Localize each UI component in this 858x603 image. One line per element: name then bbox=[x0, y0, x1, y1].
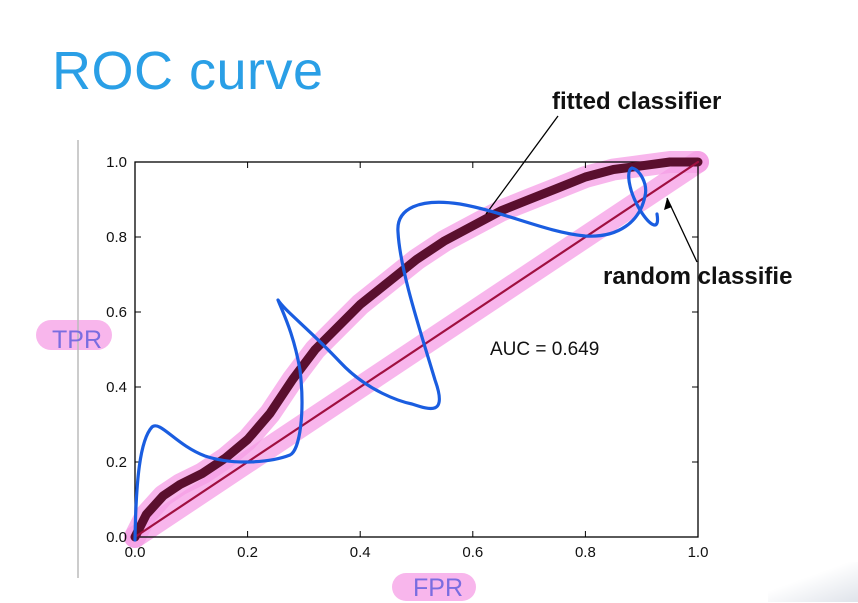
random-classifier-label: random classifie bbox=[603, 263, 793, 290]
x-axis-label: FPR bbox=[413, 574, 463, 602]
series-layer bbox=[130, 157, 703, 542]
x-tick-label: 0.8 bbox=[575, 544, 596, 561]
ylabel-highlight bbox=[36, 320, 112, 350]
x-tick-label: 0.4 bbox=[350, 544, 371, 561]
auc-label: AUC = 0.649 bbox=[490, 339, 600, 360]
random-arrow bbox=[666, 197, 698, 263]
fitted-classifier-line bbox=[130, 157, 703, 542]
y-axis-label: TPR bbox=[52, 326, 102, 354]
axis-ticks: 0.0 0.2 0.4 0.6 0.8 1.0 0.0 0.2 0.4 0.6 0.8 1.0 bbox=[106, 154, 708, 561]
y-tick-label: 1.0 bbox=[106, 154, 127, 171]
x-tick-label: 1.0 bbox=[688, 544, 709, 561]
plot-frame bbox=[134, 161, 699, 538]
x-tick-label: 0.0 bbox=[125, 544, 146, 561]
y-tick-label: 0.4 bbox=[106, 379, 127, 396]
y-tick-label: 0.0 bbox=[106, 529, 127, 546]
y-tick-label: 0.2 bbox=[106, 454, 127, 471]
corner-shadow bbox=[768, 562, 858, 602]
fitted-classifier-label: fitted classifier bbox=[552, 88, 722, 115]
x-tick-label: 0.6 bbox=[462, 544, 483, 561]
random-classifier-line bbox=[133, 160, 700, 539]
fitted-arrow bbox=[485, 115, 559, 215]
slide-title: ROC curve bbox=[52, 41, 324, 101]
x-tick-label: 0.2 bbox=[237, 544, 258, 561]
pen-scribble bbox=[133, 166, 660, 542]
y-tick-label: 0.6 bbox=[106, 304, 127, 321]
xlabel-highlight bbox=[392, 573, 476, 601]
random-arrow-head bbox=[664, 198, 672, 210]
y-tick-label: 0.8 bbox=[106, 229, 127, 246]
